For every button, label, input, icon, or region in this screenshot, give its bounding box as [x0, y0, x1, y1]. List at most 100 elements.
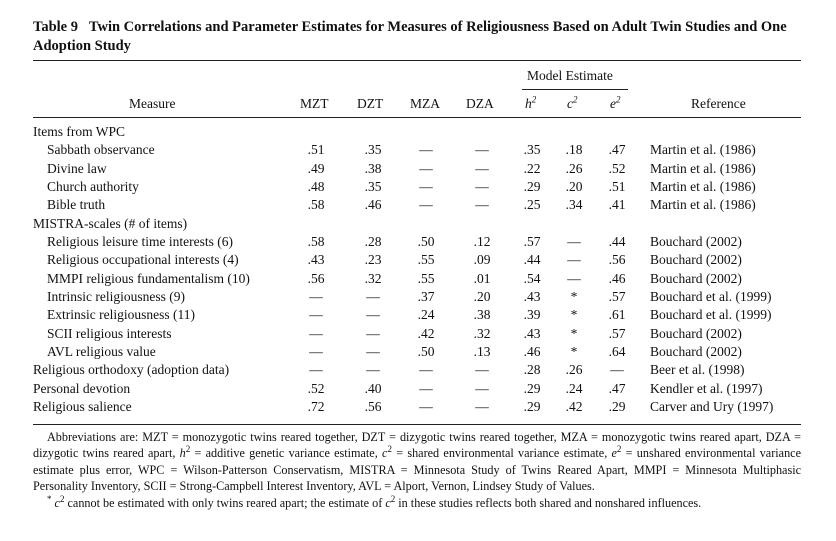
measure-cell: Religious orthodoxy (adoption data) [33, 362, 230, 378]
dza-cell: — [475, 160, 489, 176]
table-label: Table 9 [33, 19, 78, 35]
dza-cell: — [475, 380, 489, 396]
c2-cell: .42 [565, 399, 583, 415]
h2-cell: .35 [523, 142, 541, 158]
mzt-cell: .51 [307, 142, 325, 158]
measure-cell: Religious leisure time interests (6) [47, 234, 233, 250]
dzt-cell: .28 [364, 234, 382, 250]
mzt-cell: .43 [307, 252, 325, 268]
dzt-cell: — [366, 307, 380, 323]
mza-cell: .42 [417, 325, 435, 341]
table-row: Religious salience .72 .56 — — .29 .42 .29 Carve… [33, 398, 803, 416]
note-text: in these studies reflects both shared an… [395, 495, 702, 510]
e2-cell: .47 [608, 142, 626, 158]
table-row: MMPI religious fundamentalism (10) .56 .32… [33, 270, 803, 288]
measure-cell: Personal devotion [33, 380, 131, 396]
col-mzt: MZT [300, 96, 329, 111]
header-rule [33, 117, 801, 118]
h2-cell: .28 [523, 362, 541, 378]
note-text: = additive genetic variance estimate, [190, 446, 383, 461]
table-row: Personal devotion .52 .40 — — .29 .24 .47 Kendle… [33, 380, 803, 398]
e2-cell: .46 [608, 270, 626, 286]
table-row: Items from WPC [33, 123, 803, 141]
c2-cell: .18 [565, 142, 583, 158]
c2-cell: * [570, 325, 578, 341]
table-row: Intrinsic religiousness (9) — — .37 .20 .43 *.… [33, 288, 803, 306]
col-c2-sup: 2 [573, 94, 578, 105]
dza-cell: .32 [473, 325, 491, 341]
table-row: Extrinsic religiousness (11) — — .24 .38 .39 *… [33, 306, 803, 324]
table-row: Religious occupational interests (4) .43.… [33, 251, 803, 269]
dza-cell: — [475, 142, 489, 158]
measure-cell: AVL religious value [47, 344, 156, 360]
note-variable: c [54, 495, 60, 510]
table-row: Religious leisure time interests (6) .58.… [33, 233, 803, 251]
top-rule [33, 60, 801, 61]
h2-cell: .44 [523, 252, 541, 268]
note-superscript: 2 [387, 444, 392, 455]
note-text: = shared environmental variance estimate… [391, 446, 612, 461]
measure-cell: Religious occupational interests (4) [47, 252, 239, 268]
h2-cell: .29 [523, 179, 541, 195]
table-notes: Abbreviations are: MZT = monozygotic twi… [33, 429, 801, 511]
note-variable: e [611, 446, 617, 461]
mza-cell: .50 [417, 344, 435, 360]
dzt-cell: .23 [364, 252, 382, 268]
e2-cell: .47 [608, 380, 626, 396]
col-h2: h2 [525, 95, 536, 112]
dza-cell: .09 [473, 252, 491, 268]
note-text: = unshared environmental variance estima… [33, 446, 801, 494]
dzt-cell: — [366, 362, 380, 378]
dzt-cell: — [366, 344, 380, 360]
dza-cell: .12 [473, 234, 491, 250]
e2-cell: .57 [608, 325, 626, 341]
table-row: AVL religious value — — .50 .13 .46 * .64 Boucha… [33, 343, 803, 361]
mza-cell: .55 [417, 270, 435, 286]
col-e2: e2 [610, 94, 621, 112]
measure-cell: MISTRA-scales (# of items) [33, 215, 188, 231]
measure-cell: Divine law [47, 160, 107, 176]
reference-cell: Bouchard et al. (1999) [650, 289, 772, 305]
dzt-cell: .38 [364, 160, 382, 176]
measure-cell: Bible truth [47, 197, 106, 213]
table-body: Items from WPC Sabbath observance .51 .35 — —… [33, 123, 803, 417]
measure-cell: Items from WPC [33, 124, 125, 139]
asterisk-note: * c 2 cannot be estimated with only twins… [33, 493, 801, 511]
c2-cell: — [567, 234, 581, 250]
h2-cell: .29 [523, 399, 541, 415]
reference-cell: Beer et al. (1998) [650, 362, 745, 378]
dzt-cell: .32 [364, 270, 382, 286]
note-superscript: * [47, 493, 52, 504]
mza-cell: — [419, 380, 433, 396]
note-text: cannot be estimated with only twins rear… [64, 495, 386, 510]
e2-cell: .57 [608, 289, 626, 305]
measure-cell: MMPI religious fundamentalism (10) [47, 270, 250, 286]
e2-cell: .52 [608, 160, 626, 176]
note-superscript: 2 [390, 493, 396, 504]
dzt-cell: .35 [364, 179, 382, 195]
col-dza: DZA [466, 96, 494, 111]
dza-cell: .20 [473, 289, 491, 305]
col-c2: c2 [567, 94, 578, 112]
table-row: Sabbath observance .51 .35 — — .35 .18 .47 Marti… [33, 141, 803, 159]
dza-cell: — [475, 179, 489, 195]
e2-cell: .51 [608, 179, 626, 195]
c2-cell: .24 [565, 380, 583, 396]
mza-cell: .24 [417, 307, 435, 323]
mzt-cell: .48 [307, 179, 325, 195]
mza-cell: — [419, 399, 433, 415]
note-variable: c [382, 446, 388, 461]
table-row: Divine law .49 .38 — — .22 .26 .52 Martin et al.… [33, 160, 803, 178]
dza-cell: .13 [473, 344, 491, 360]
h2-cell: .22 [523, 160, 541, 176]
measure-cell: Religious salience [33, 399, 132, 415]
mza-cell: — [419, 362, 433, 378]
col-e2-var: e [610, 96, 616, 111]
abbreviations-note: Abbreviations are: MZT = monozygotic twi… [33, 429, 801, 495]
col-e2-sup: 2 [616, 94, 621, 105]
measure-cell: Intrinsic religiousness (9) [47, 289, 185, 305]
h2-cell: .43 [523, 289, 541, 305]
mza-cell: — [419, 197, 433, 213]
reference-cell: Bouchard (2002) [650, 325, 742, 341]
table-row: Religious orthodoxy (adoption data) — — — —.… [33, 361, 803, 379]
